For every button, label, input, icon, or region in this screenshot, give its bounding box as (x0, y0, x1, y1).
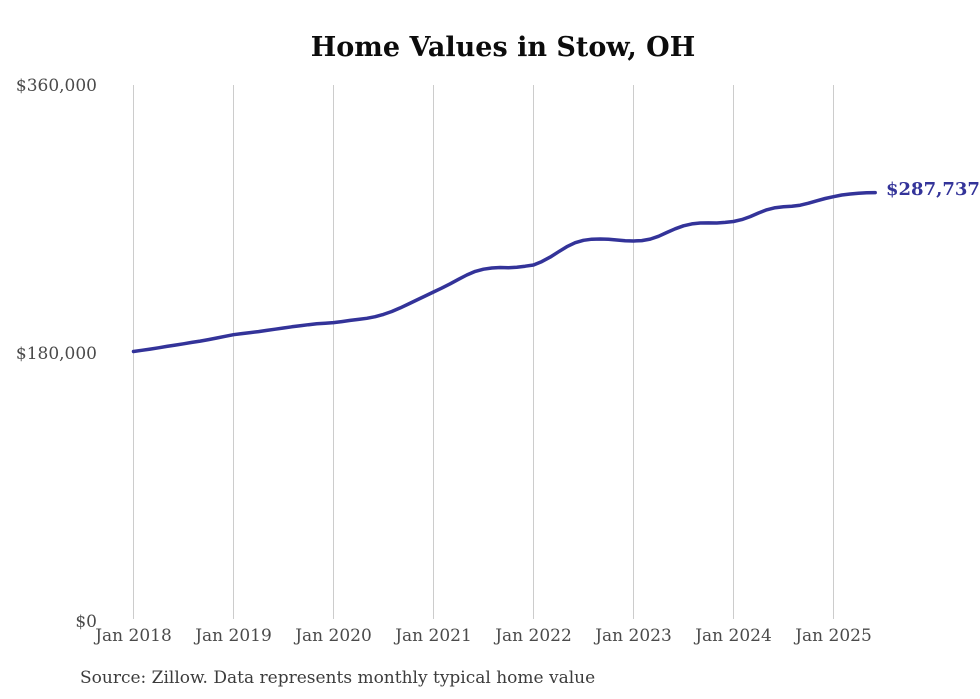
gridlines (133, 85, 834, 619)
x-axis-labels: Jan 2018 Jan 2019 Jan 2020 Jan 2021 Jan 2022… (93, 626, 872, 646)
x-tick-label: Jan 2021 (393, 626, 472, 646)
x-tick-label: Jan 2019 (193, 626, 272, 646)
y-tick-label: $180,000 (16, 344, 97, 364)
x-tick-label: Jan 2023 (593, 626, 672, 646)
chart-title: Home Values in Stow, OH (311, 32, 695, 63)
home-value-line (131, 190, 877, 354)
source-note: Source: Zillow. Data represents monthly … (80, 668, 595, 688)
x-tick-label: Jan 2020 (293, 626, 372, 646)
end-value-label: $287,737 (886, 179, 980, 200)
y-tick-label: $360,000 (16, 76, 97, 96)
y-tick-label: $0 (75, 612, 97, 632)
x-tick-label: Jan 2018 (93, 626, 172, 646)
x-tick-label: Jan 2025 (793, 626, 872, 646)
x-tick-label: Jan 2022 (493, 626, 572, 646)
x-tick-label: Jan 2024 (693, 626, 772, 646)
y-axis-labels: $0 $180,000 $360,000 (16, 76, 97, 632)
